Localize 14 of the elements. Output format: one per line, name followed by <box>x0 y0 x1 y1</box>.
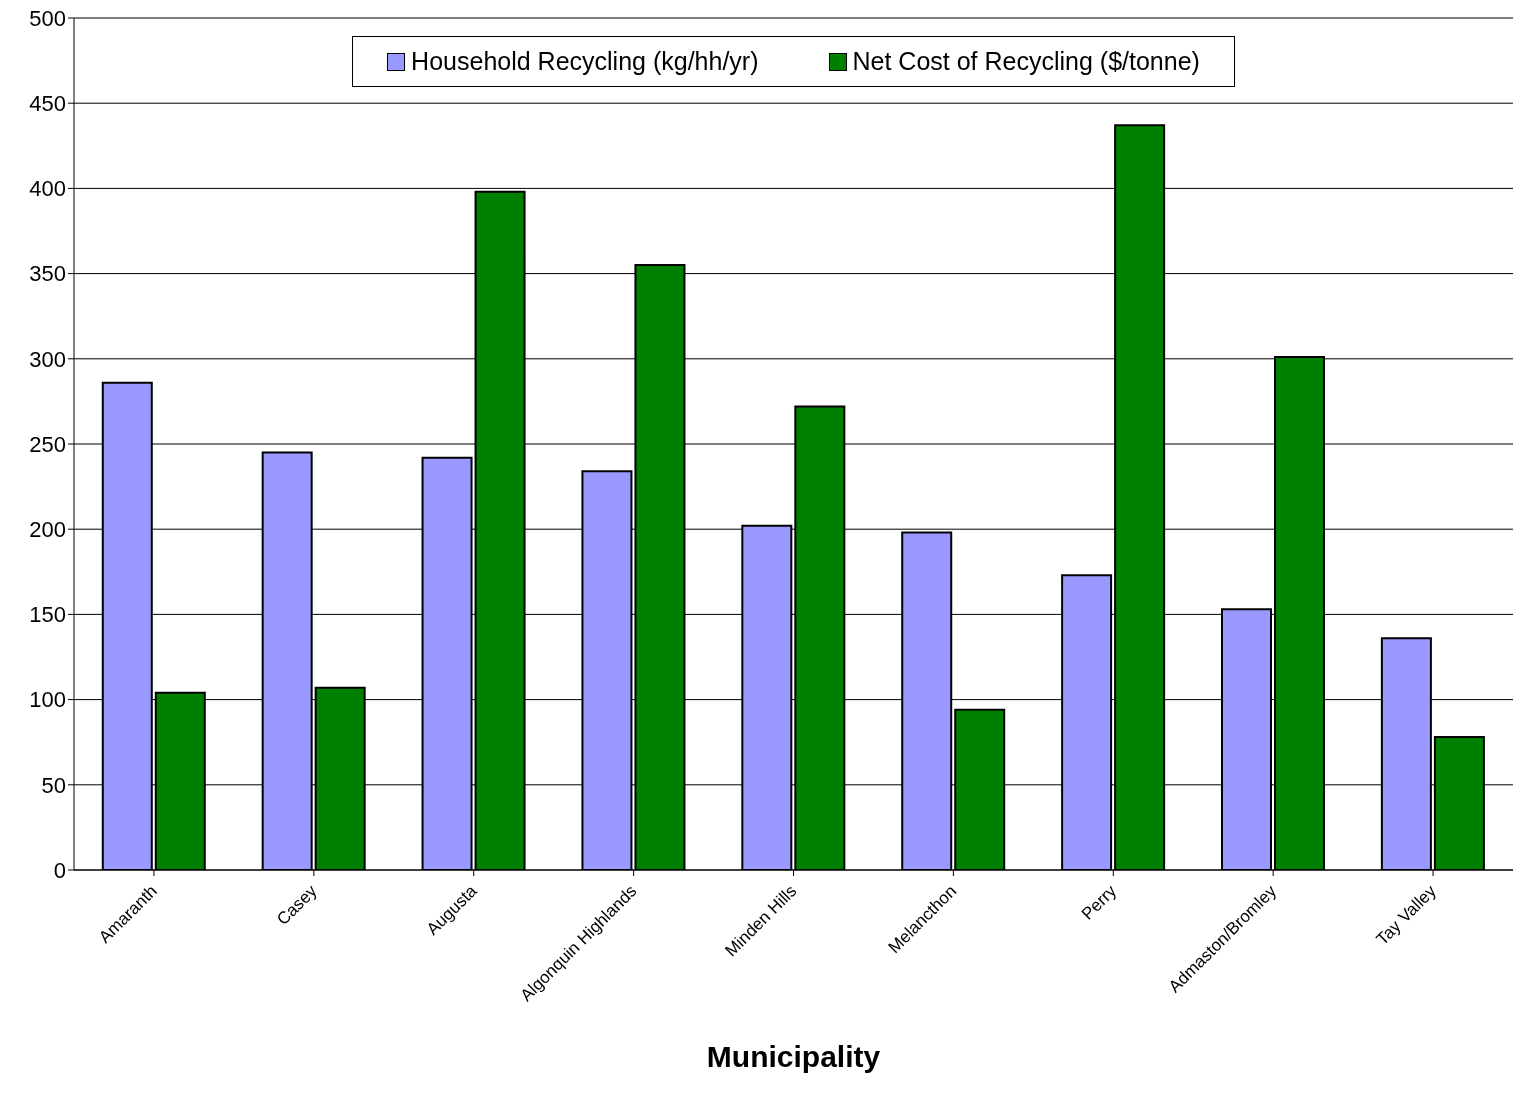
y-tick-label: 350 <box>29 261 66 287</box>
y-tick-label: 50 <box>41 772 66 798</box>
y-tick-label: 450 <box>29 91 66 117</box>
x-axis-title: Municipality <box>706 1040 881 1073</box>
legend-label: Household Recycling (kg/hh/yr) <box>411 47 759 76</box>
y-tick-label: 200 <box>29 517 66 543</box>
y-tick-label: 250 <box>29 431 66 457</box>
legend-label: Net Cost of Recycling ($/tonne) <box>852 47 1200 76</box>
y-tick-label: 300 <box>29 346 66 372</box>
y-tick-label: 150 <box>29 602 66 628</box>
y-tick-label: 500 <box>29 5 66 31</box>
y-tick-label: 100 <box>29 687 66 713</box>
y-tick-label: 400 <box>29 176 66 202</box>
y-tick-label: 0 <box>53 857 66 883</box>
